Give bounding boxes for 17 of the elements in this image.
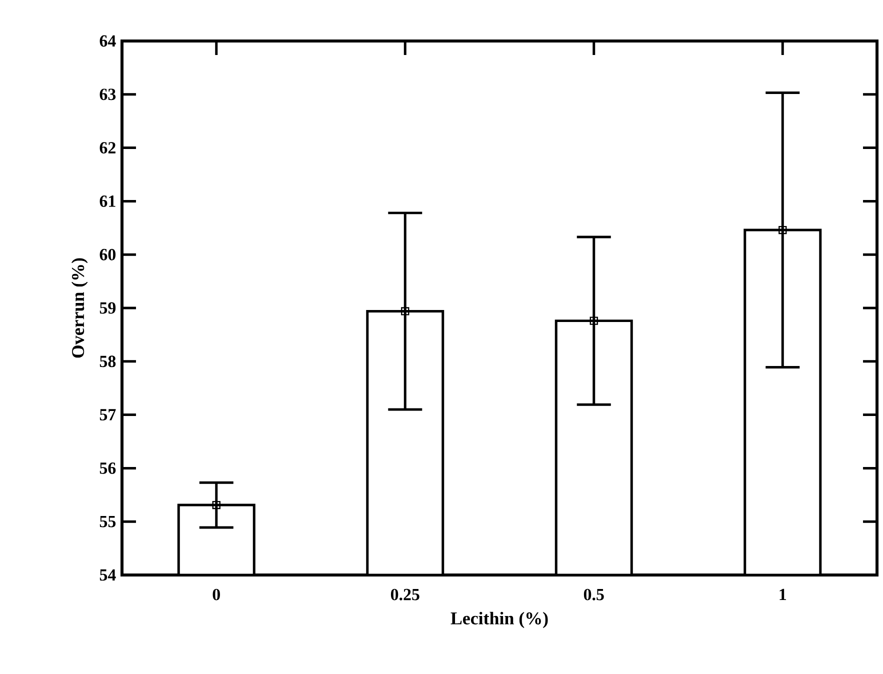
y-axis-title: Overrun (%) xyxy=(71,258,88,358)
y-tick-label: 61 xyxy=(100,196,116,207)
y-tick-label: 62 xyxy=(100,142,116,154)
y-tick-label: 59 xyxy=(100,302,116,314)
y-tick-label: 58 xyxy=(100,356,116,368)
x-tick-label: 0.5 xyxy=(584,588,604,600)
x-tick-label: 0 xyxy=(212,588,220,600)
x-tick-label: 1 xyxy=(780,588,786,600)
x-tick-label: 0.25 xyxy=(390,588,420,600)
y-tick-label: 64 xyxy=(100,35,116,47)
y-tick-label: 60 xyxy=(100,248,116,260)
y-tick-label: 54 xyxy=(100,569,116,581)
y-tick-label: 56 xyxy=(100,462,116,474)
y-tick-label: 63 xyxy=(100,88,116,100)
y-tick-label: 57 xyxy=(100,409,116,420)
y-tick-label: 55 xyxy=(100,516,116,528)
x-axis-title: Lecithin (%) xyxy=(450,612,548,628)
